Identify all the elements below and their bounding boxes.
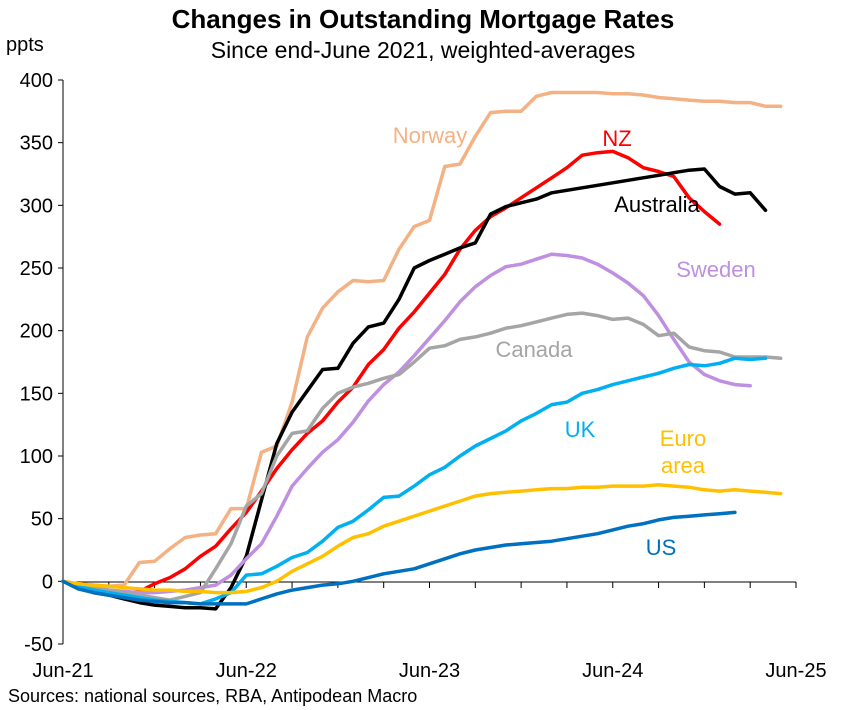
series-lines: [61, 90, 783, 611]
y-tick-label: 150: [20, 383, 53, 405]
y-tick-label: 200: [20, 321, 53, 343]
chart-title: Changes in Outstanding Mortgage Rates: [171, 4, 675, 34]
series-line-nz: [61, 149, 722, 597]
series-label-us: US: [646, 535, 677, 560]
series-labels: Norway NZ Australia Sweden Canada UK Euro area U…: [393, 123, 756, 560]
x-tick-label: Jun-24: [582, 660, 643, 682]
series-label-uk: UK: [565, 417, 596, 442]
series-line-canada: [61, 311, 783, 602]
series-line-us: [61, 510, 737, 606]
series-label-canada: Canada: [495, 337, 573, 362]
x-tick-label: Jun-22: [216, 660, 277, 682]
series-line-australia: [61, 167, 768, 611]
x-tick-label: Jun-23: [399, 660, 460, 682]
y-tick-label: -50: [24, 634, 53, 656]
y-tick-label: 300: [20, 195, 53, 217]
axes: -50 0 50 100 150 200 250 300 350 400 Jun-21 Jun-22 J…: [20, 70, 827, 682]
y-axis-unit-label: ppts: [6, 34, 44, 56]
x-tick-label: Jun-21: [32, 660, 93, 682]
series-label-australia: Australia: [614, 192, 700, 217]
y-tick-label: 400: [20, 70, 53, 92]
series-label-norway: Norway: [393, 123, 468, 148]
y-tick-label: 250: [20, 258, 53, 280]
chart-subtitle: Since end-June 2021, weighted-averages: [210, 37, 636, 63]
y-tick-label: 50: [31, 509, 53, 531]
y-tick-label: 100: [20, 446, 53, 468]
x-tick-label: Jun-25: [765, 660, 826, 682]
y-tick-label: 0: [42, 571, 53, 593]
series-label-sweden: Sweden: [676, 257, 756, 282]
y-tick-label: 350: [20, 133, 53, 155]
series-line-euro-area: [61, 483, 783, 595]
series-line-norway: [61, 90, 783, 589]
series-label-nz: NZ: [602, 126, 631, 151]
series-label-euro-area: Euro area: [660, 426, 706, 478]
source-note: Sources: national sources, RBA, Antipode…: [8, 686, 418, 706]
